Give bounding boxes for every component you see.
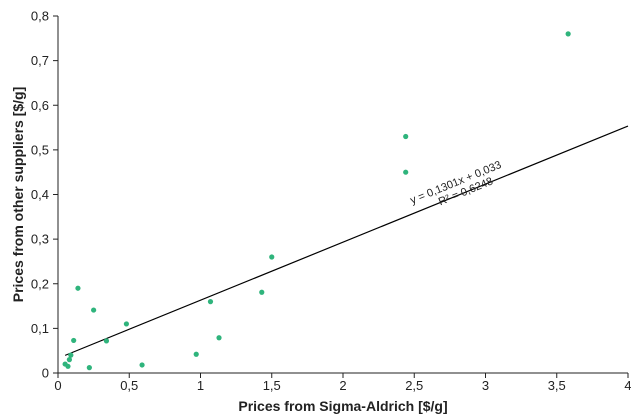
y-tick-label: 0,2 — [31, 276, 49, 291]
y-tick-label: 0,5 — [31, 142, 49, 157]
x-tick-label: 3 — [482, 378, 489, 393]
x-axis-title: Prices from Sigma-Aldrich [$/g] — [238, 398, 447, 414]
y-tick-label: 0,6 — [31, 98, 49, 113]
y-tick-label: 0,4 — [31, 187, 49, 202]
data-point — [71, 337, 77, 344]
data-point — [259, 289, 265, 295]
y-axis-title: Prices from other suppliers [$/g] — [10, 87, 26, 303]
data-point — [403, 133, 409, 140]
x-tick-label: 3,5 — [548, 378, 566, 393]
y-tick-label: 0,1 — [31, 321, 49, 336]
data-point — [91, 307, 97, 313]
data-point — [216, 335, 222, 341]
data-point — [403, 169, 409, 175]
data-point — [565, 31, 571, 37]
x-tick-label: 0 — [54, 378, 61, 393]
data-point — [75, 285, 81, 291]
data-point — [139, 362, 145, 368]
x-tick-label: 2,5 — [405, 378, 423, 393]
y-tick-label: 0,8 — [31, 9, 49, 24]
data-point — [66, 357, 72, 363]
x-tick-label: 2 — [339, 378, 346, 393]
tick-labels: 0 0,5 1 1,5 2 2,5 3 3,5 4 0 0,1 0,2 0,3 0,4 0,5 0,6 0,7 0… — [31, 9, 631, 394]
data-point — [86, 365, 92, 371]
x-tick-label: 0,5 — [120, 378, 138, 393]
y-tick-label: 0,7 — [31, 53, 49, 68]
data-point — [269, 254, 275, 260]
trendline — [64, 125, 629, 356]
data-point — [207, 299, 214, 305]
data-point — [68, 352, 74, 358]
x-tick-label: 4 — [624, 378, 631, 393]
x-tick-label: 1,5 — [263, 378, 281, 393]
y-tick-label: 0 — [42, 366, 49, 381]
data-point — [103, 338, 110, 344]
y-tick-label: 0,3 — [31, 232, 49, 247]
data-point — [193, 351, 199, 357]
x-tick-label: 1 — [197, 378, 204, 393]
data-point — [65, 363, 71, 369]
data-points — [62, 31, 571, 371]
data-point — [123, 321, 129, 327]
